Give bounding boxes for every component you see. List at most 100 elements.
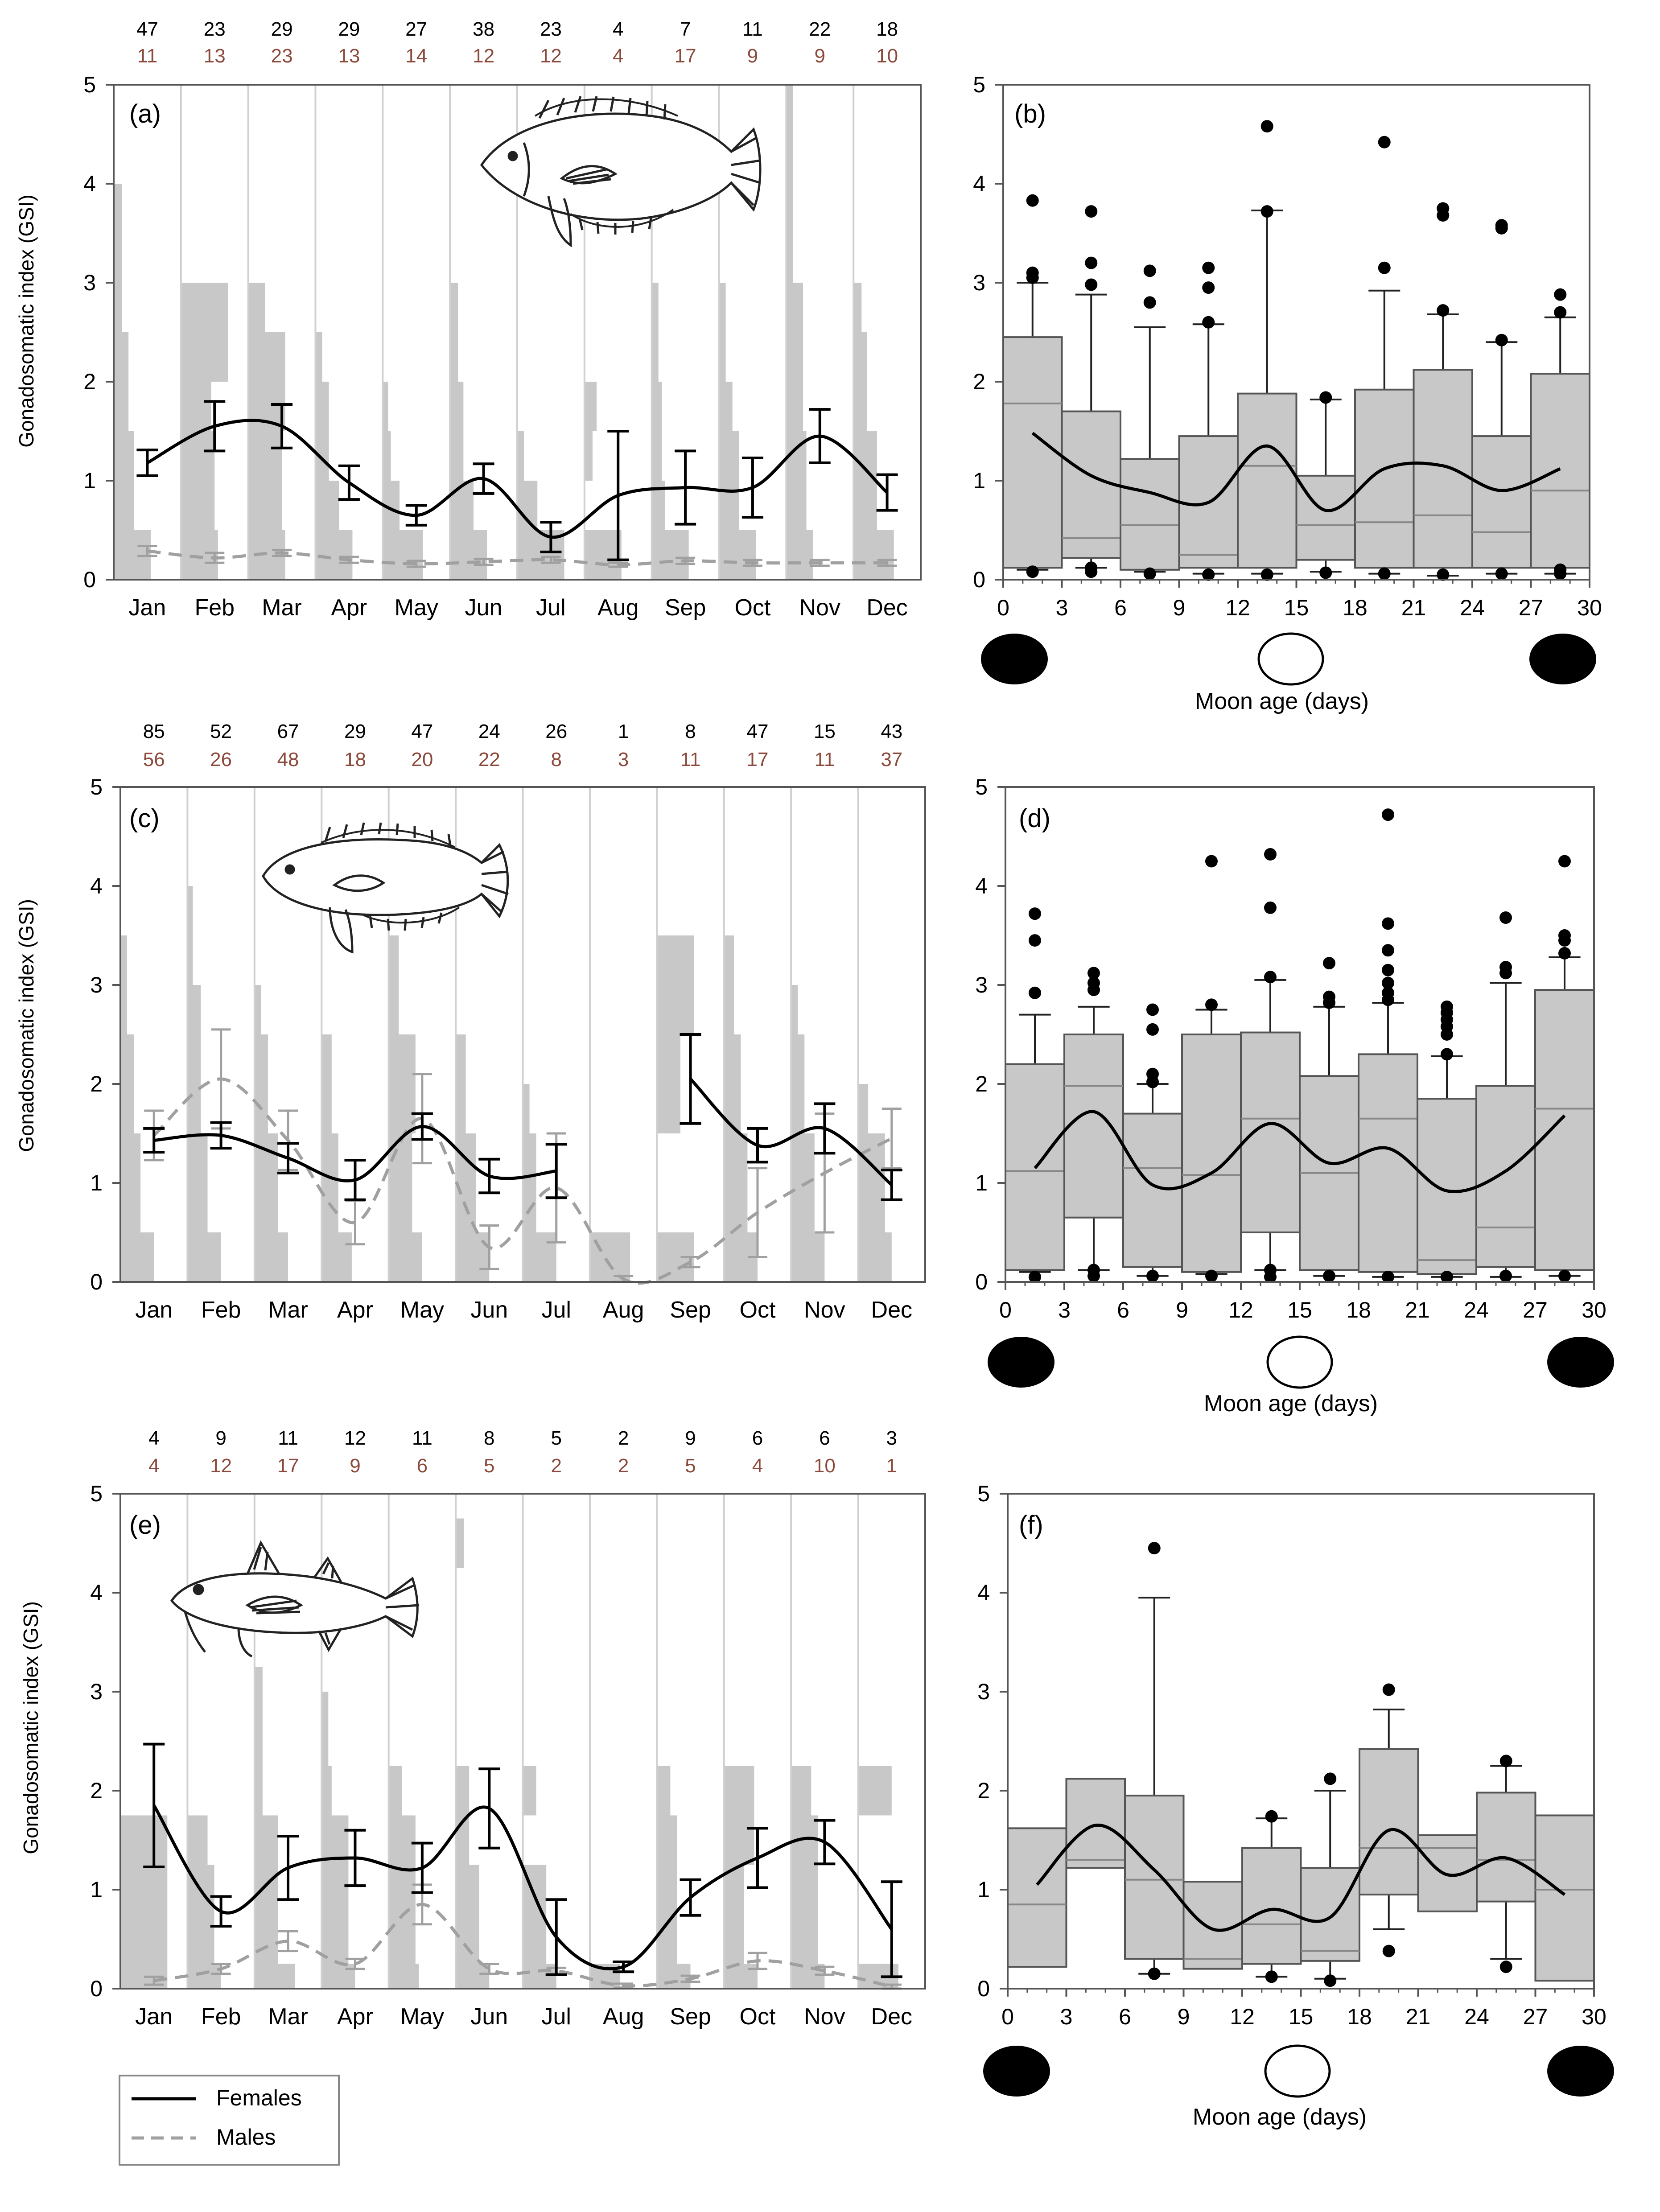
hist-bar <box>657 935 694 1034</box>
hist-bar <box>450 382 464 481</box>
outlier-point <box>1029 986 1041 999</box>
hist-bar <box>254 1034 268 1133</box>
hist-bar <box>651 530 689 580</box>
panel-d-label: (d) <box>1019 804 1050 833</box>
outlier-point <box>1202 316 1215 329</box>
month-label: Oct <box>740 2004 776 2030</box>
hist-bar <box>791 1232 825 1282</box>
hist-bar <box>254 1964 295 1989</box>
hist-bar <box>786 530 813 580</box>
outlier-point <box>1265 1970 1278 1983</box>
xtick-label: 3 <box>1058 1298 1071 1322</box>
outlier-point <box>1205 1269 1218 1282</box>
xtick-label: 27 <box>1523 2004 1548 2029</box>
outlier-point <box>1378 261 1391 274</box>
panel-a-ytick-label: 4 <box>83 171 96 196</box>
n-females-label: 38 <box>473 18 494 40</box>
month-label: May <box>395 595 438 621</box>
box <box>1007 1827 1067 1968</box>
hist-bar <box>315 530 353 580</box>
month-label: Feb <box>201 2004 241 2030</box>
box <box>1002 336 1063 569</box>
panel-b-ytick-label: 1 <box>973 468 985 493</box>
outlier-point <box>1146 1023 1159 1036</box>
xtick-label: 18 <box>1347 2004 1372 2029</box>
box <box>1476 1792 1536 1903</box>
box <box>1120 458 1180 571</box>
male-curve <box>147 549 887 567</box>
outlier-point <box>1499 1755 1512 1767</box>
n-males-label: 26 <box>210 749 232 770</box>
hist-bar <box>254 985 261 1034</box>
box <box>1181 1034 1242 1273</box>
panel-c: Gonadosomatic index (GSI) 0 1 2 3 4 5 Jan 85 56… <box>15 721 926 1323</box>
hist-bar <box>456 1964 490 1989</box>
xtick-label: 15 <box>1289 2004 1314 2029</box>
n-males-label: 9 <box>350 1455 360 1477</box>
n-females-label: 6 <box>819 1427 830 1449</box>
n-males-label: 14 <box>405 45 427 67</box>
outlier-point <box>1205 855 1218 868</box>
hist-bar <box>383 382 388 431</box>
panel-f-ytick-label: 2 <box>977 1778 990 1803</box>
panel-e-label: (e) <box>129 1511 161 1540</box>
panel-c-ytick-label: 4 <box>90 873 103 898</box>
n-females-label: 4 <box>613 18 623 40</box>
box <box>1063 1034 1124 1219</box>
n-females-label: 8 <box>685 721 696 742</box>
xtick-label: 0 <box>1001 2004 1014 2029</box>
hist-bar <box>853 332 867 431</box>
n-males-label: 6 <box>417 1455 428 1477</box>
outlier-point <box>1026 565 1039 578</box>
panel-f-label: (f) <box>1019 1511 1043 1540</box>
xtick-label: 24 <box>1464 2004 1489 2029</box>
n-males-label: 17 <box>277 1455 299 1477</box>
month-label: Jan <box>135 2004 173 2030</box>
outlier-point <box>1558 1269 1571 1282</box>
n-females-label: 43 <box>881 721 902 742</box>
outlier-point <box>1558 934 1571 947</box>
month-label: Dec <box>871 1297 912 1323</box>
panel-b-ytick-label: 3 <box>973 270 985 295</box>
n-females-label: 1 <box>618 721 629 742</box>
box <box>1475 1085 1536 1268</box>
hist-bar <box>853 530 894 580</box>
n-males-label: 17 <box>746 749 768 770</box>
n-females-label: 6 <box>752 1427 763 1449</box>
n-females-label: 11 <box>742 18 763 40</box>
hist-bar <box>719 283 726 382</box>
n-males-label: 18 <box>344 749 366 770</box>
panel-b-ytick-label: 4 <box>973 171 985 196</box>
month-label: Jun <box>470 1297 508 1323</box>
hist-bar <box>724 1865 744 1964</box>
n-males-label: 4 <box>148 1455 159 1477</box>
xtick-label: 15 <box>1287 1298 1312 1322</box>
outlier-point <box>1324 1772 1337 1785</box>
n-females-label: 47 <box>746 721 768 742</box>
xtick-label: 27 <box>1519 595 1544 620</box>
trend-curve <box>1034 1110 1566 1193</box>
hist-bar <box>724 1766 754 1865</box>
outlier-point <box>1146 1075 1159 1088</box>
hist-bar <box>388 1232 422 1282</box>
panel-d-ytick-label: 3 <box>975 972 988 997</box>
hist-bar <box>719 382 733 431</box>
xtick-label: 9 <box>1176 1298 1188 1322</box>
hist-bar <box>187 1865 214 1964</box>
month-label: Nov <box>804 1297 845 1323</box>
n-females-label: 23 <box>540 18 562 40</box>
month-label: Oct <box>740 1297 776 1323</box>
full-moon-icon <box>1266 1335 1333 1389</box>
outlier-point <box>1382 944 1394 957</box>
box <box>1241 1847 1302 1965</box>
n-females-label: 11 <box>278 1427 298 1449</box>
panel-e-ytick-label: 0 <box>90 1976 103 2001</box>
outlier-point <box>1324 1974 1337 1987</box>
hist-bar <box>315 332 322 382</box>
n-females-label: 5 <box>551 1427 561 1449</box>
month-label: Jul <box>541 1297 571 1323</box>
outlier-point <box>1029 907 1041 920</box>
trend-curve <box>1031 432 1561 512</box>
outlier-point <box>1382 1683 1395 1696</box>
